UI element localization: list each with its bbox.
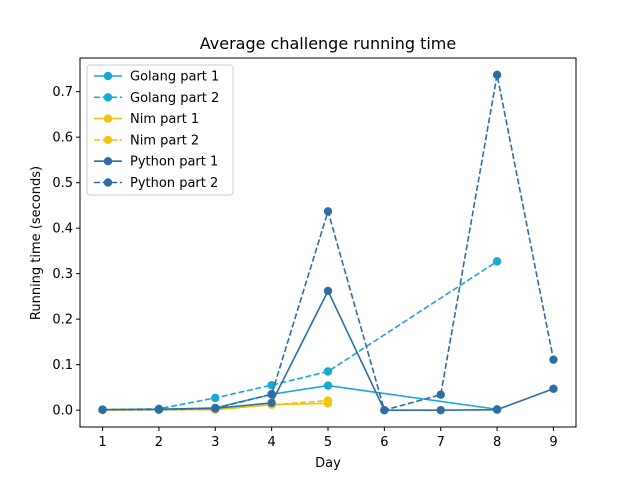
y-tick-label: 0.6 [52, 131, 73, 146]
x-tick-label: 4 [267, 435, 275, 450]
y-tick-label: 0.0 [52, 404, 73, 419]
data-point [211, 404, 220, 413]
x-tick-label: 7 [437, 435, 445, 450]
legend: Golang part 1 Golang part 2 Nim part 1 Nim … [86, 64, 234, 196]
legend-marker [103, 135, 113, 145]
legend-marker [103, 157, 113, 166]
legend-marker [103, 93, 113, 102]
data-point [323, 367, 333, 376]
legend-marker [103, 178, 113, 187]
y-axis-label: Running time (seconds) [29, 166, 44, 320]
y-tick-label: 0.2 [52, 313, 73, 328]
x-tick-label: 8 [493, 435, 501, 450]
x-tick-label: 9 [549, 435, 557, 450]
y-tick-label: 0.4 [52, 222, 73, 237]
legend-marker [103, 114, 113, 123]
data-point [380, 405, 389, 415]
legend-marker [103, 71, 113, 81]
data-point [436, 390, 445, 399]
data-point [323, 381, 333, 390]
data-point [549, 355, 558, 364]
data-point [323, 396, 333, 405]
data-point [436, 405, 445, 415]
y-tick-label: 0.3 [52, 267, 73, 282]
legend-label: Golang part 1 [130, 70, 219, 85]
x-tick-label: 3 [211, 435, 219, 450]
legend-label: Nim part 1 [130, 112, 199, 127]
x-tick-label: 5 [324, 435, 332, 450]
data-point [492, 405, 502, 414]
data-point [323, 207, 333, 216]
data-point [549, 384, 558, 393]
legend-label: Golang part 2 [130, 91, 219, 106]
legend-label: Python part 2 [130, 176, 218, 191]
data-point [211, 393, 220, 403]
x-tick-label: 2 [155, 435, 163, 450]
data-point [492, 257, 502, 266]
data-point [267, 390, 276, 399]
data-point [154, 405, 164, 414]
x-tick-label: 6 [380, 435, 388, 450]
legend-label: Python part 1 [130, 155, 218, 170]
y-tick-label: 0.5 [52, 176, 73, 191]
data-point [323, 286, 333, 296]
x-axis-label: Day [315, 456, 341, 471]
data-point [267, 398, 276, 408]
data-point [98, 405, 107, 414]
data-point [267, 380, 276, 390]
legend-label: Nim part 2 [130, 133, 199, 148]
y-tick-label: 0.7 [52, 85, 73, 100]
data-point [492, 70, 502, 80]
legend-box [86, 64, 234, 196]
y-tick-label: 0.1 [52, 358, 73, 373]
x-tick-label: 1 [98, 435, 106, 450]
plot-area: 1 2 3 4 5 6 7 8 9 0.0 0.1 0.2 0.3 0.4 0.5 0.6 0.7 [52, 57, 577, 450]
chart-title: Average challenge running time [200, 34, 456, 53]
